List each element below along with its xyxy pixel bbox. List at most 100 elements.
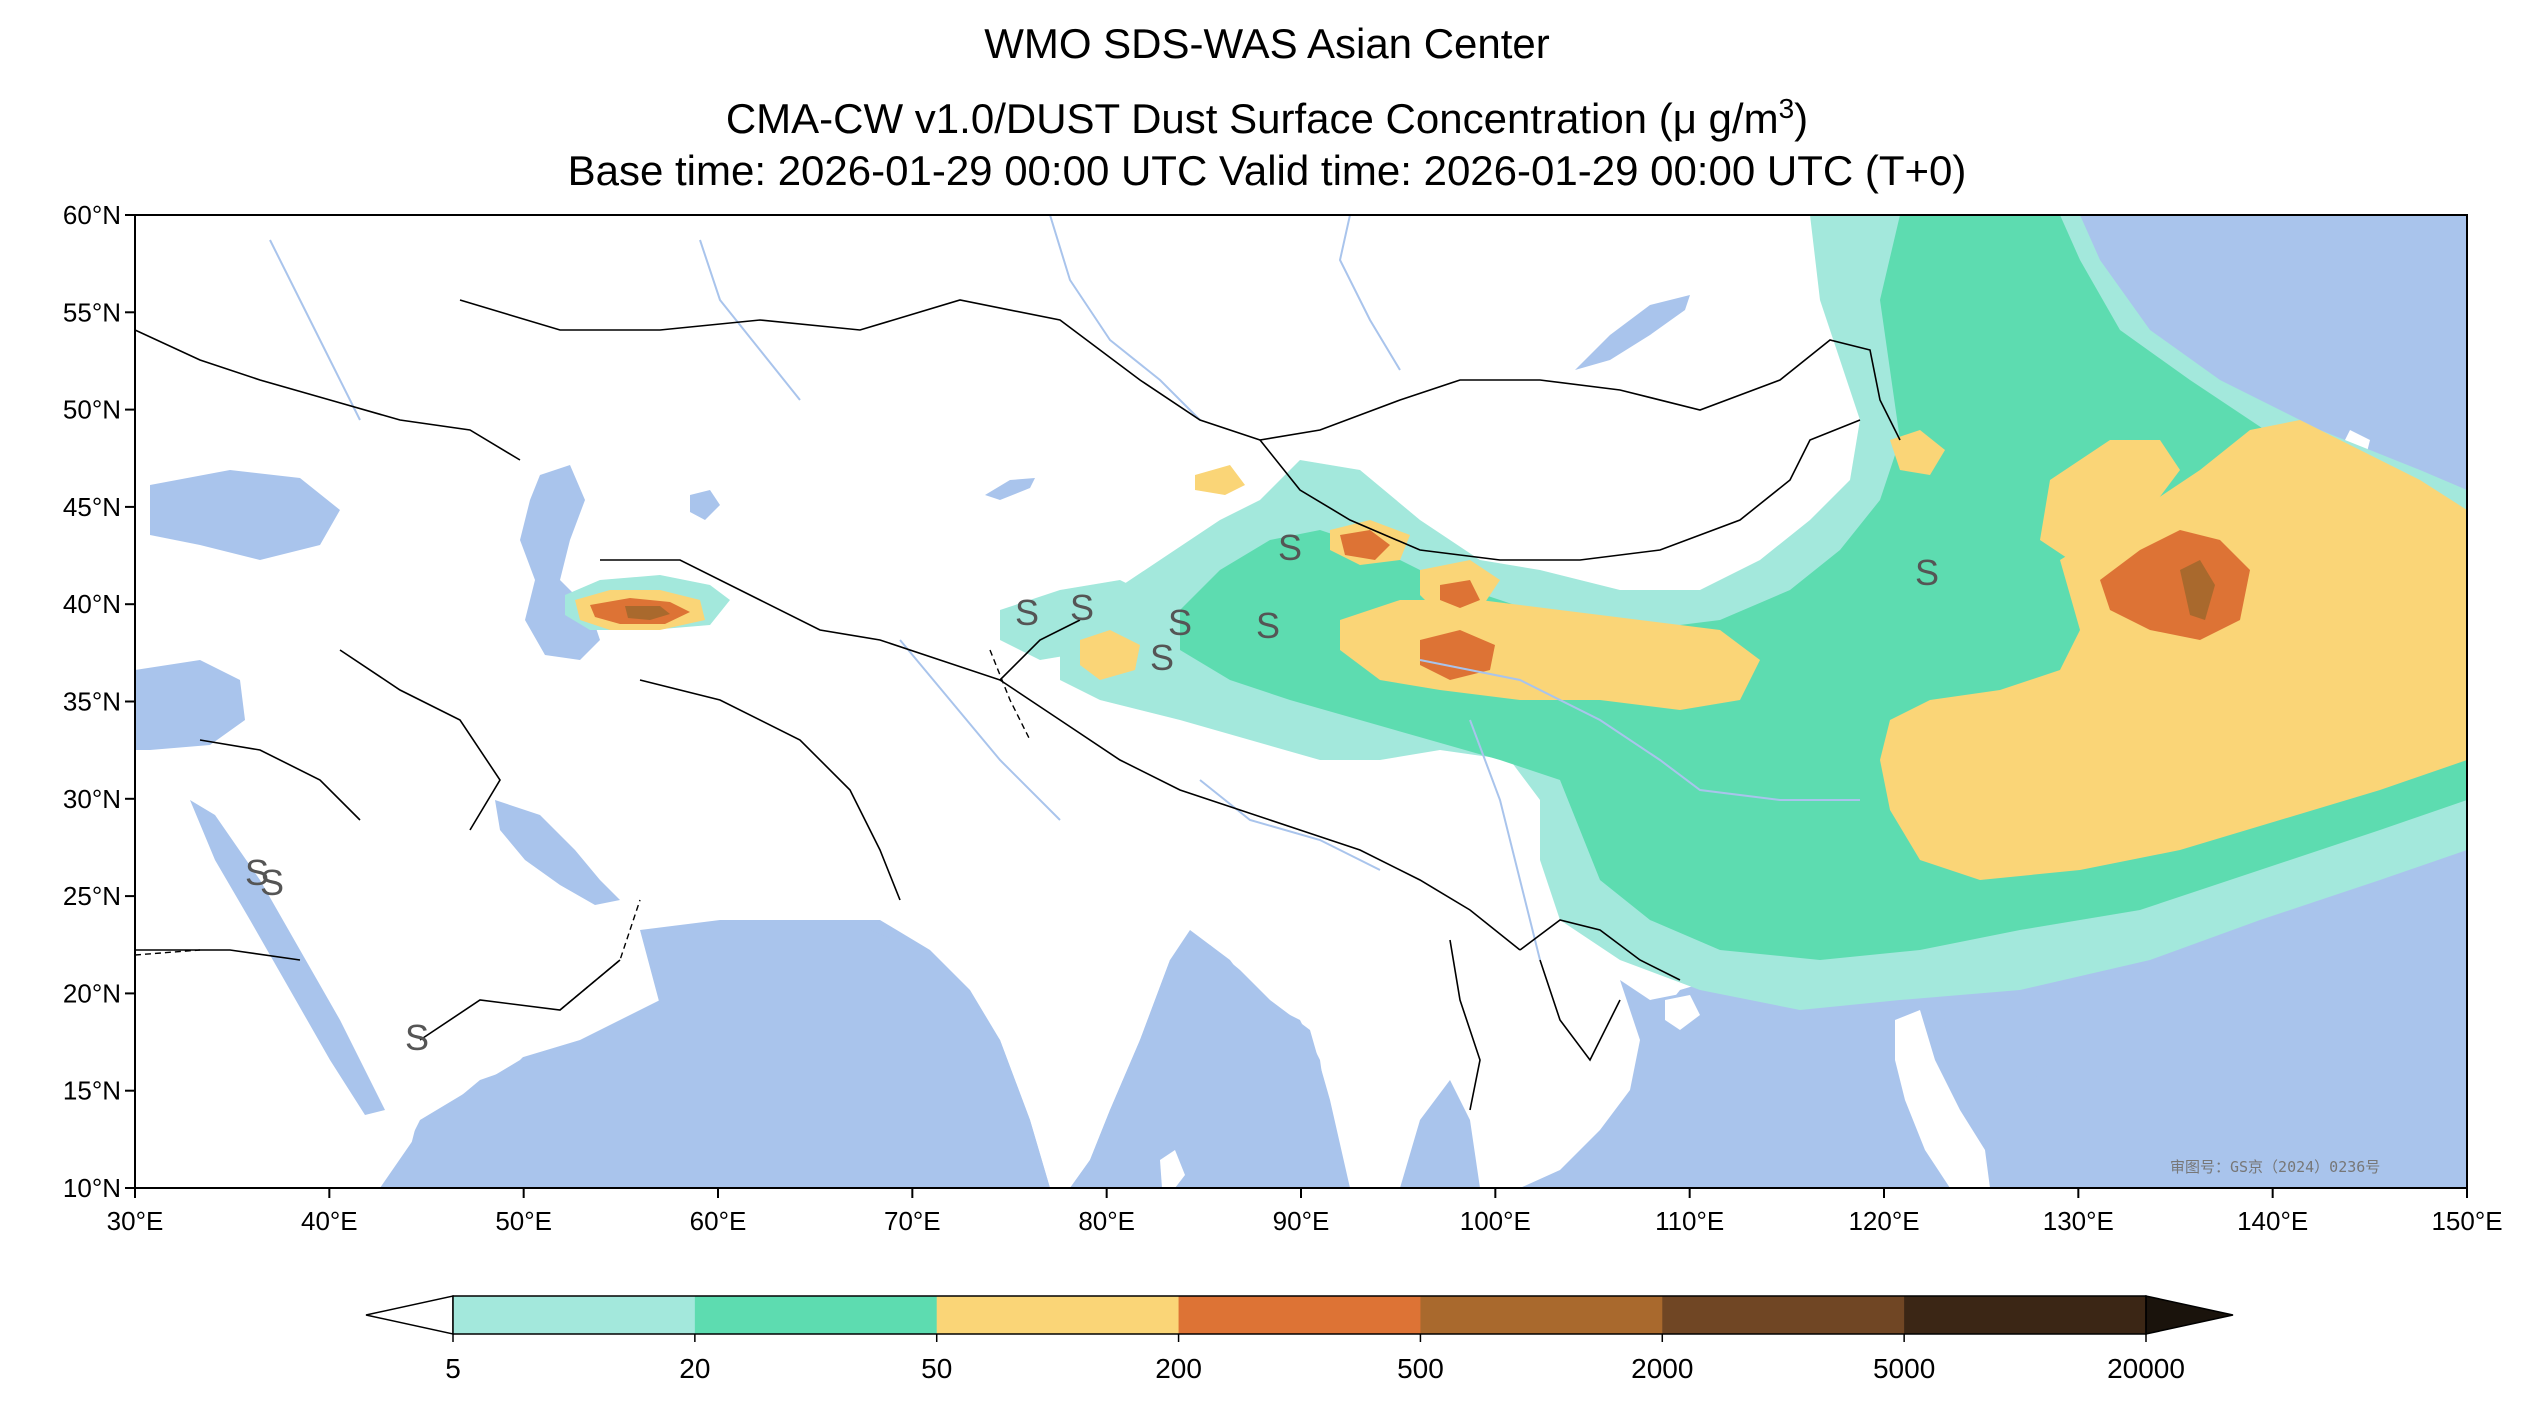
dust-band-50-200-gobi [1890, 430, 1945, 475]
y-tick-label: 45°N [63, 492, 121, 522]
colorbar-label: 50 [921, 1353, 952, 1384]
dust-band-50-200-taklimakan-west [1080, 630, 1140, 680]
x-tick-label: 140°E [2237, 1206, 2308, 1236]
sand-marker: S [1256, 605, 1280, 646]
border [1259, 339, 1901, 441]
title-product-text: CMA-CW v1.0/DUST Dust Surface Concentrat… [725, 95, 1779, 142]
colorbar: 5 20 50 200 500 2000 5000 20000 [365, 1295, 2234, 1384]
border [135, 329, 521, 461]
x-tick-label: 120°E [1848, 1206, 1919, 1236]
country-borders [135, 299, 1901, 1111]
sand-marker: S [1278, 527, 1302, 568]
colorbar-label: 20000 [2107, 1353, 2185, 1384]
x-tick-label: 40°E [301, 1206, 358, 1236]
border [1449, 939, 1481, 1111]
title-product: CMA-CW v1.0/DUST Dust Surface Concentrat… [0, 83, 2534, 145]
dust-band-500-2000-east [2180, 560, 2215, 620]
colorbar-frame [452, 1295, 2147, 1335]
dashed-border [559, 899, 641, 1011]
border [1259, 419, 1861, 561]
map-area: S S S S S S S S S S 审图号：GS京（2024）0236号 [135, 215, 2467, 1188]
dashed-border [989, 649, 1031, 741]
border [459, 299, 1261, 441]
river [899, 639, 1061, 821]
y-axis-ticks: 60°N 55°N 50°N 45°N 40°N 35°N 30°N 25°N 20°N 15°N… [63, 200, 135, 1203]
lake-baikal [1575, 295, 1690, 370]
x-tick-label: 60°E [690, 1206, 747, 1236]
dust-band-200-500-hexi [1440, 580, 1480, 608]
river [699, 239, 801, 401]
colorbar-label: 5000 [1873, 1353, 1935, 1384]
y-tick-label: 25°N [63, 881, 121, 911]
title-unit-exponent: 3 [1778, 93, 1795, 124]
y-tick-label: 60°N [63, 200, 121, 230]
y-tick-label: 50°N [63, 395, 121, 425]
x-axis-ticks: 30°E 40°E 50°E 60°E 70°E 80°E 90°E 100°E 110°E 12… [107, 1188, 2503, 1236]
colorbar-label: 200 [1155, 1353, 1202, 1384]
colorbar-segment [1904, 1296, 2147, 1334]
border [199, 739, 361, 821]
sand-marker: S [1168, 602, 1192, 643]
colorbar-under-arrow [365, 1295, 454, 1335]
border [600, 559, 1081, 681]
colorbar-segment [694, 1296, 938, 1334]
sand-marker: S [405, 1017, 429, 1058]
sand-marker: S [1915, 552, 1939, 593]
colorbar-segment [1420, 1296, 1663, 1334]
border [135, 949, 301, 961]
border [1519, 919, 1681, 981]
border [1539, 959, 1621, 1062]
sand-marker: S [1015, 592, 1039, 633]
x-tick-label: 50°E [495, 1206, 552, 1236]
dust-band-50-200-east [1880, 420, 2467, 880]
persian-gulf [495, 800, 620, 905]
y-tick-label: 10°N [63, 1173, 121, 1203]
mediterranean-sea [135, 660, 245, 750]
sand-markers: S S S S S S S S S S [245, 527, 1939, 1058]
sand-marker: S [1150, 637, 1174, 678]
dashed-border [135, 949, 201, 956]
y-tick-label: 20°N [63, 978, 121, 1008]
x-tick-label: 100°E [1460, 1206, 1531, 1236]
x-tick-label: 150°E [2431, 1206, 2502, 1236]
border [639, 679, 901, 901]
y-tick-label: 30°N [63, 784, 121, 814]
sea-of-okhotsk [2200, 215, 2467, 460]
disputed-borders [135, 649, 1031, 1011]
colorbar-segment [936, 1296, 1180, 1334]
aral-sea [690, 490, 720, 520]
x-tick-label: 110°E [1655, 1206, 1724, 1236]
colorbar-label: 5 [445, 1353, 461, 1384]
dust-band-500-2000-karakum [625, 606, 670, 620]
black-sea [150, 470, 340, 560]
land-hainan [1665, 995, 1700, 1030]
colorbar-segment [453, 1296, 696, 1334]
river [1338, 215, 1401, 371]
y-tick-label: 40°N [63, 589, 121, 619]
river [1419, 659, 1860, 801]
dust-band-200-500-east [2100, 530, 2250, 640]
dust-band-50-200-qaidam [1340, 600, 1760, 710]
sand-marker: S [245, 852, 269, 893]
x-tick-label: 90°E [1273, 1206, 1330, 1236]
title-center: WMO SDS-WAS Asian Center [984, 20, 1550, 67]
dust-band-200-500-qaidam [1420, 630, 1495, 680]
border [419, 959, 621, 1041]
dust-band-50-200-north-china [2040, 440, 2180, 560]
border [999, 679, 1521, 951]
y-tick-label: 55°N [63, 297, 121, 327]
colorbar-segment [1662, 1296, 1905, 1334]
border [339, 649, 501, 831]
land-philippines [1895, 1010, 1990, 1188]
x-tick-label: 80°E [1078, 1206, 1135, 1236]
x-tick-label: 30°E [107, 1206, 164, 1236]
river [1199, 779, 1381, 871]
lake-balkhash [985, 478, 1035, 500]
river [269, 239, 361, 421]
sand-marker: S [260, 862, 284, 903]
map-review-number: 审图号：GS京（2024）0236号 [2170, 1158, 2380, 1176]
colorbar-label: 20 [679, 1353, 710, 1384]
colorbar-label: 500 [1397, 1353, 1444, 1384]
